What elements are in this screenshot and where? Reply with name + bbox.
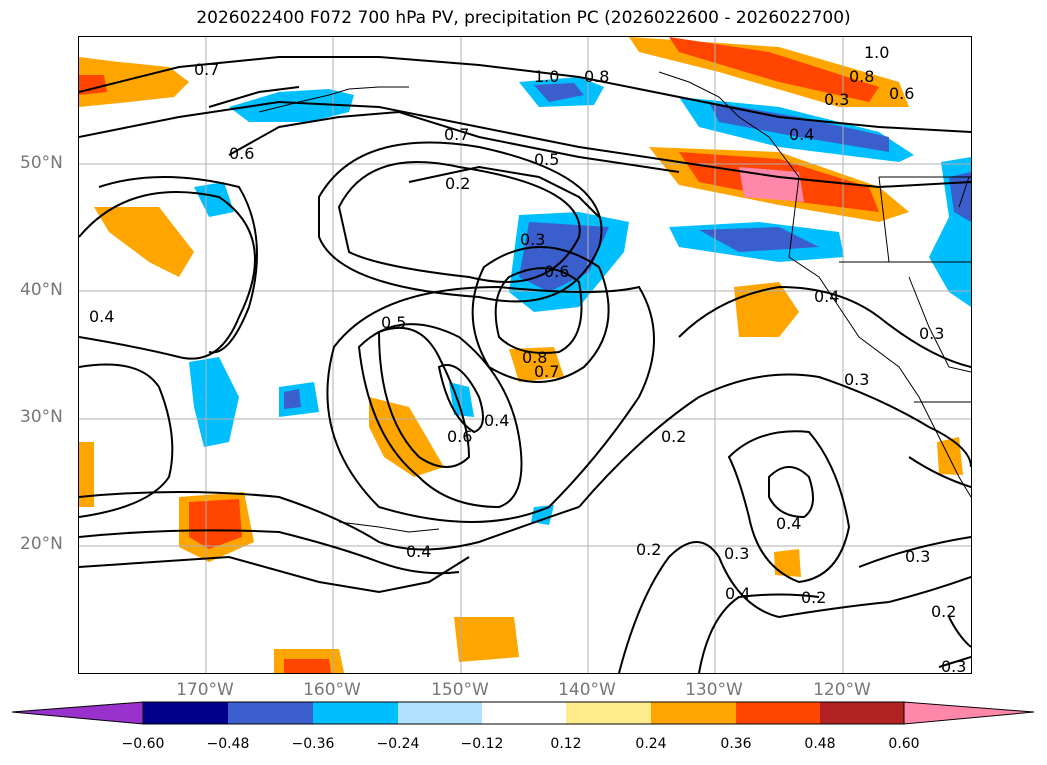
contour-label: 1.0 <box>534 67 559 86</box>
colorbar-tick-label: −0.36 <box>291 736 335 752</box>
lat-label: 30°N <box>20 407 63 427</box>
contour-label: 0.6 <box>229 144 254 163</box>
colorbar-swatch <box>398 702 482 724</box>
contour-label: 0.4 <box>725 584 750 603</box>
contour-label: 0.6 <box>447 427 472 446</box>
colorbar-tick-label: −0.48 <box>206 736 250 752</box>
contour-label: 0.8 <box>584 67 609 86</box>
colorbar-tick-label: 0.60 <box>888 736 920 752</box>
lon-label: 120°W <box>813 680 871 700</box>
contour-label: 0.2 <box>445 174 470 193</box>
colorbar-swatch <box>651 702 736 724</box>
colorbar <box>11 701 1035 725</box>
colorbar-frame <box>142 701 905 725</box>
colorbar-extend-high <box>903 701 1035 725</box>
shade-red-s3 <box>284 659 331 673</box>
shade-orange-e2 <box>79 442 94 507</box>
contour-label: 0.7 <box>534 362 559 381</box>
contour-label: 0.2 <box>801 588 826 607</box>
shade-orange-nw <box>79 57 189 107</box>
contour-label: 0.8 <box>522 348 547 367</box>
contour-labels: 0.7 1.0 0.8 1.0 0.8 0.6 0.3 0.4 0.7 0.5 … <box>89 43 966 673</box>
contour-label: 0.3 <box>905 547 930 566</box>
shade-orange-w1 <box>94 207 194 277</box>
colorbar-tick-label: 0.24 <box>635 736 667 752</box>
shade-darkblue-mid2 <box>284 389 301 409</box>
colorbar-swatch <box>313 702 398 724</box>
contour-label: 0.6 <box>889 84 914 103</box>
contour-label: 0.3 <box>941 657 966 673</box>
shade-orange-californ <box>734 282 799 337</box>
map-panel: 0.7 1.0 0.8 1.0 0.8 0.6 0.3 0.4 0.7 0.5 … <box>78 36 972 674</box>
contour-label: 0.8 <box>849 67 874 86</box>
colorbar-extend-low <box>11 701 144 725</box>
colorbar-tick-label: −0.60 <box>121 736 165 752</box>
contour-label: 0.3 <box>844 370 869 389</box>
shade-darkblue-bering <box>534 83 584 102</box>
colorbar-swatch <box>228 702 313 724</box>
colorbar-tick-label: 0.12 <box>550 736 582 752</box>
lat-label: 20°N <box>20 534 63 554</box>
shade-red-nw <box>79 75 107 95</box>
colorbar-swatch <box>736 702 820 724</box>
shade-darkblue-east <box>949 172 971 222</box>
colorbar-tick-label: −0.12 <box>460 736 504 752</box>
contour-label: 0.4 <box>406 542 431 561</box>
map-title: 2026022400 F072 700 hPa PV, precipitatio… <box>196 8 851 28</box>
colorbar-tick-label: −0.24 <box>376 736 420 752</box>
shade-pink-pnw <box>739 167 804 202</box>
contour-label: 0.5 <box>534 150 559 169</box>
contour-label: 0.3 <box>919 324 944 343</box>
lon-label: 150°W <box>431 680 489 700</box>
contour-label: 0.7 <box>444 125 469 144</box>
shade-blue-sw <box>531 505 554 525</box>
shade-orange-subtrop <box>509 347 564 382</box>
colorbar-swatch <box>820 702 904 724</box>
contour-label: 0.4 <box>776 514 801 533</box>
contour-label: 0.2 <box>661 427 686 446</box>
contour-label: 0.3 <box>824 90 849 109</box>
shade-blue-w2 <box>194 182 234 217</box>
contour-label: 0.4 <box>484 411 509 430</box>
contour-label: 0.4 <box>814 287 839 306</box>
shade-blue-aleutian <box>229 89 354 122</box>
shade-red-sw <box>189 499 242 549</box>
shade-red-ne <box>669 37 879 102</box>
contour-label: 0.4 <box>789 125 814 144</box>
contour-label: 0.3 <box>724 544 749 563</box>
lat-label: 40°N <box>20 280 63 300</box>
shade-darkblue-west <box>699 227 819 252</box>
shade-orange-s2 <box>454 617 519 662</box>
shade-orange-center <box>369 397 444 477</box>
contour-label: 0.2 <box>636 540 661 559</box>
shade-darkblue-coast <box>709 102 889 152</box>
colorbar-tick-label: 0.48 <box>804 736 836 752</box>
lon-label: 140°W <box>558 680 616 700</box>
colorbar-swatch <box>566 702 651 724</box>
colorbar-swatch <box>143 702 228 724</box>
pv-contours <box>79 56 971 673</box>
map-svg: 0.7 1.0 0.8 1.0 0.8 0.6 0.3 0.4 0.7 0.5 … <box>79 37 971 673</box>
contour-label: 0.2 <box>931 602 956 621</box>
lon-label: 160°W <box>303 680 361 700</box>
contour-label: 0.5 <box>381 313 406 332</box>
lat-label: 50°N <box>20 153 63 173</box>
shade-orange-s1 <box>774 549 801 577</box>
lon-label: 130°W <box>685 680 743 700</box>
contour-label: 1.0 <box>864 43 889 62</box>
contour-label: 0.6 <box>544 262 569 281</box>
contour-label: 0.3 <box>520 230 545 249</box>
lon-label: 170°W <box>176 680 234 700</box>
colorbar-tick-label: 0.36 <box>720 736 752 752</box>
contour-label: 0.4 <box>89 307 114 326</box>
shade-blue-mid1 <box>189 357 239 447</box>
contour-label: 0.7 <box>194 60 219 79</box>
shade-orange-e1 <box>937 437 963 475</box>
colorbar-swatch <box>482 702 566 724</box>
